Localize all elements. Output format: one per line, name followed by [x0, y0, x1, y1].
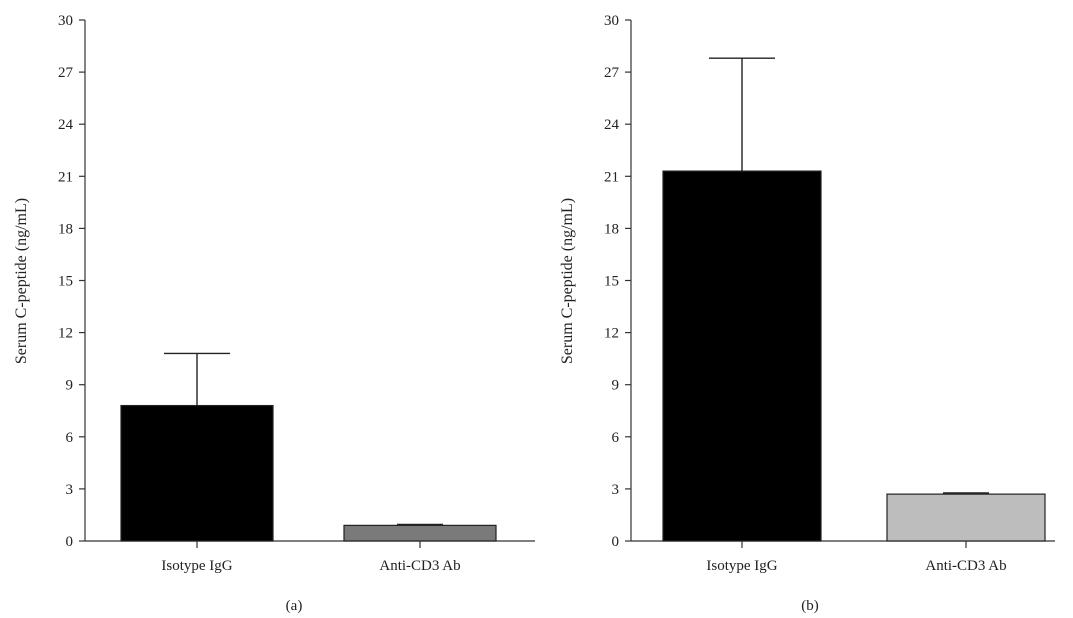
panel-a-bar-isotype-igg — [120, 404, 274, 542]
panel-a-error-bar-anti-cd3 — [397, 523, 443, 526]
panel-b-y-tick-label: 18 — [604, 221, 619, 237]
panel-b-ylabel: Serum C-peptide (ng/mL) — [559, 198, 576, 364]
panel-b-bar-isotype-igg — [662, 170, 822, 542]
panel-a-error-bar-isotype-igg — [164, 352, 230, 406]
panel-a-ylabel: Serum C-peptide (ng/mL) — [13, 198, 30, 364]
panel-b-x-tick-label: Anti-CD3 Ab — [925, 558, 1006, 574]
panel-b-y-tick-label: 6 — [612, 430, 620, 446]
panel-a: Serum C-peptide (ng/mL) (a) 0 3 6 9 12 15 18 21… — [13, 13, 535, 614]
panel-a-y-tick-label: 9 — [66, 378, 74, 394]
panel-a-y-tick-label: 0 — [66, 534, 74, 550]
panel-a-label: (a) — [286, 598, 303, 614]
panel-a-y-tick-label: 12 — [58, 326, 73, 342]
panel-a-y-tick-label: 3 — [66, 482, 74, 498]
panel-b: Serum C-peptide (ng/mL) (b) 0 3 6 9 12 15 18 21… — [559, 13, 1055, 614]
panel-a-bar-anti-cd3 — [343, 524, 497, 542]
panel-a-y-tick-label: 21 — [58, 169, 73, 185]
panel-b-bar-anti-cd3 — [886, 493, 1046, 542]
panel-b-y-tick-label: 21 — [604, 169, 619, 185]
panel-a-y-tick-label: 6 — [66, 430, 74, 446]
panel-b-y-tick-label: 27 — [604, 65, 620, 81]
panel-b-y-tick-label: 15 — [604, 274, 619, 290]
panel-b-y-tick-label: 12 — [604, 326, 619, 342]
panel-b-error-bar-isotype-igg — [709, 57, 775, 172]
panel-a-y-tick-label: 15 — [58, 274, 73, 290]
panel-b-y-tick-label: 9 — [612, 378, 620, 394]
panel-a-x-tick-label: Anti-CD3 Ab — [379, 558, 460, 574]
panel-b-y-tick-label: 30 — [604, 13, 619, 29]
panel-a-y-tick-label: 27 — [58, 65, 74, 81]
panel-a-y-tick-label: 30 — [58, 13, 73, 29]
panel-b-y-tick-label: 3 — [612, 482, 620, 498]
panel-b-error-bar-anti-cd3 — [943, 492, 989, 495]
panel-b-y-tick-label: 24 — [604, 117, 620, 133]
panel-b-x-tick-label: Isotype IgG — [706, 558, 777, 574]
panel-a-x-tick-label: Isotype IgG — [161, 558, 232, 574]
panel-b-label: (b) — [801, 598, 819, 614]
panel-a-y-tick-label: 24 — [58, 117, 74, 133]
panel-a-y-tick-label: 18 — [58, 221, 73, 237]
panel-b-y-tick-label: 0 — [612, 534, 620, 550]
